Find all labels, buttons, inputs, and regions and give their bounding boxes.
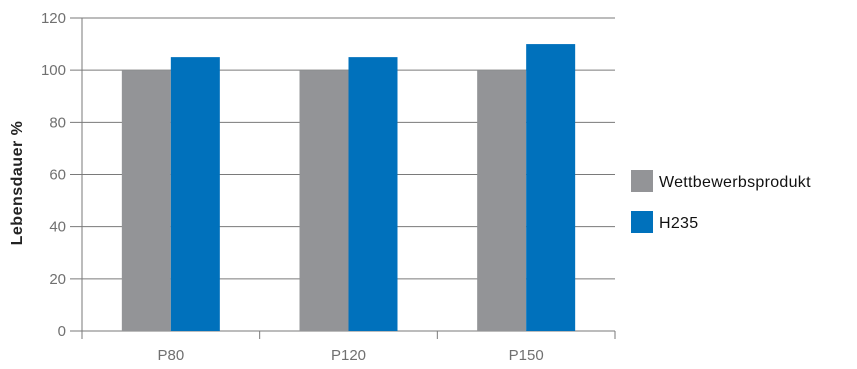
y-tick-label: 120 bbox=[41, 10, 66, 27]
legend-label: Wettbewerbsprodukt bbox=[659, 174, 811, 191]
legend-swatch-wettbewerbsprodukt bbox=[631, 170, 653, 192]
bar-wettbewerbsprodukt-p150 bbox=[477, 70, 527, 332]
bar-h235-p150 bbox=[526, 44, 576, 331]
x-tick-label: P80 bbox=[157, 347, 184, 364]
bar-h235-p120 bbox=[348, 57, 398, 331]
bars bbox=[121, 44, 576, 332]
y-tick-label: 0 bbox=[58, 323, 66, 340]
bar-wettbewerbsprodukt-p120 bbox=[299, 70, 349, 332]
y-tick-label: 80 bbox=[49, 114, 66, 131]
axes: 0 20 40 60 80 100 120 P80 P120 P150 bbox=[41, 10, 616, 364]
y-tick-label: 40 bbox=[49, 219, 66, 236]
x-tick-label: P120 bbox=[331, 347, 366, 364]
y-tick-label: 100 bbox=[41, 62, 66, 79]
bar-wettbewerbsprodukt-p80 bbox=[121, 70, 171, 332]
y-tick-label: 20 bbox=[49, 271, 66, 288]
y-axis-title: Lebensdauer % bbox=[9, 121, 26, 246]
x-tick-label: P150 bbox=[509, 347, 544, 364]
legend-swatch-h235 bbox=[631, 211, 653, 233]
y-tick-label: 60 bbox=[49, 167, 66, 184]
legend-label: H235 bbox=[659, 215, 698, 232]
legend: Wettbewerbsprodukt H235 bbox=[631, 170, 811, 233]
bar-h235-p80 bbox=[170, 57, 220, 331]
